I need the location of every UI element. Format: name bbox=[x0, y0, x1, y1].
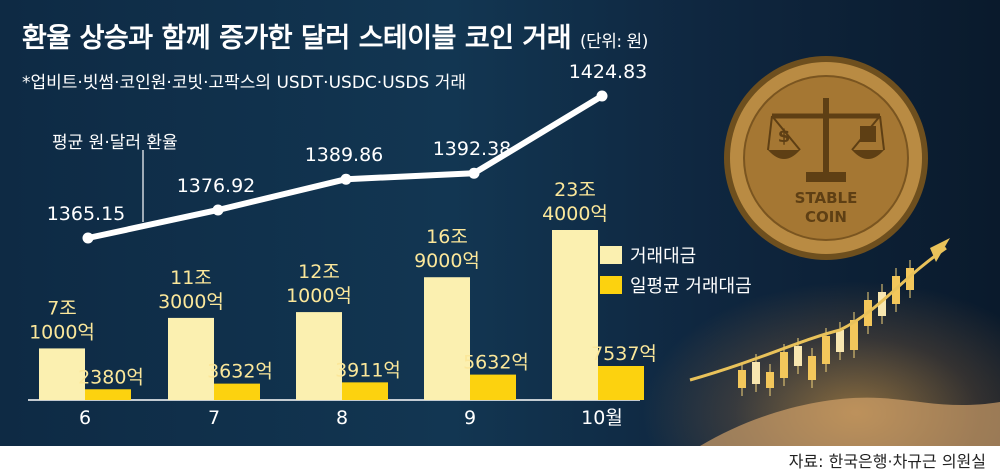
line-point-label: 1392.38 bbox=[433, 138, 512, 160]
line-point-label: 1424.83 bbox=[569, 61, 648, 83]
coin-text-line1: STABLE bbox=[795, 189, 858, 207]
chart-subtitle: *업비트·빗썸·코인원·코빗·고팍스의 USDT·USDC·USDS 거래 bbox=[22, 73, 466, 93]
source-note: 자료: 한국은행·차규근 의원실 bbox=[788, 452, 986, 471]
line-point bbox=[596, 90, 608, 102]
trend-arrowhead-icon bbox=[930, 238, 950, 262]
legend-item-total: 거래대금 bbox=[600, 242, 752, 268]
candle-body bbox=[780, 352, 788, 378]
x-tick-label: 10월 bbox=[581, 407, 623, 429]
bar-daily bbox=[214, 383, 260, 400]
candle-body bbox=[738, 370, 746, 388]
line-point bbox=[82, 232, 94, 244]
line-series bbox=[87, 93, 604, 241]
bar-daily bbox=[342, 382, 388, 400]
legend-swatch-daily bbox=[600, 276, 622, 294]
bar-daily bbox=[470, 374, 516, 400]
line-point bbox=[468, 167, 480, 179]
legend: 거래대금 일평균 거래대금 bbox=[600, 242, 752, 302]
bar-total-label: 4000억 bbox=[542, 203, 608, 225]
bar-total-label: 9000억 bbox=[414, 250, 480, 272]
x-tick-label: 8 bbox=[336, 407, 348, 429]
bar-total bbox=[168, 317, 214, 400]
bar-total-label: 1000억 bbox=[29, 321, 95, 343]
line-point-label: 1376.92 bbox=[177, 175, 256, 197]
bar-total-label: 16조 bbox=[426, 226, 468, 248]
bar-daily bbox=[85, 389, 131, 400]
bar-total-label: 3000억 bbox=[158, 291, 224, 313]
legend-label-total: 거래대금 bbox=[630, 246, 697, 267]
candle-body bbox=[850, 320, 858, 350]
x-tick-label: 6 bbox=[79, 407, 91, 429]
bar-daily-label: 3911억 bbox=[335, 359, 401, 381]
line-point bbox=[340, 173, 352, 185]
coin-text-line2: COIN bbox=[805, 208, 847, 226]
hand-image bbox=[700, 397, 1000, 446]
bar-total-label: 12조 bbox=[298, 261, 340, 283]
bar-total bbox=[296, 312, 342, 400]
stable-coin-icon: $ STABLE COIN bbox=[724, 56, 928, 260]
legend-item-daily: 일평균 거래대금 bbox=[600, 272, 752, 298]
legend-swatch-total bbox=[600, 246, 622, 264]
trend-arrow-icon bbox=[689, 246, 947, 382]
chart-unit: (단위: 원) bbox=[580, 32, 648, 52]
bar-total-label: 7조 bbox=[47, 297, 77, 319]
line-point-label: 1365.15 bbox=[47, 203, 126, 225]
chart-title-text: 환율 상승과 함께 증가한 달러 스테이블 코인 거래 bbox=[22, 23, 572, 54]
x-tick-label: 7 bbox=[208, 407, 220, 429]
bar-total-label: 23조 bbox=[554, 179, 596, 201]
svg-text:$: $ bbox=[778, 126, 791, 147]
candle-body bbox=[808, 356, 816, 380]
combo-chart: 7조1000억2380억611조3000억3632억712조1000억3911억… bbox=[29, 61, 657, 429]
bar-total-label: 1000억 bbox=[286, 285, 352, 307]
legend-label-daily: 일평균 거래대금 bbox=[630, 276, 752, 297]
decoration-layer: $ STABLE COIN bbox=[689, 56, 1000, 446]
bar-total-label: 11조 bbox=[170, 267, 212, 289]
chart-title: 환율 상승과 함께 증가한 달러 스테이블 코인 거래 (단위: 원) bbox=[22, 16, 648, 55]
bar-total bbox=[39, 348, 85, 400]
candle-body bbox=[822, 336, 830, 364]
line-point bbox=[212, 204, 224, 216]
line-series-label: 평균 원·달러 환율 bbox=[52, 133, 178, 153]
bar-daily-label: 2380억 bbox=[78, 366, 144, 388]
line-point-label: 1389.86 bbox=[305, 144, 384, 166]
candle-body bbox=[766, 372, 774, 388]
x-tick-label: 9 bbox=[464, 407, 476, 429]
candle-body bbox=[906, 268, 914, 290]
candle-body bbox=[794, 346, 802, 366]
bar-daily bbox=[598, 366, 644, 400]
bar-daily-label: 5632억 bbox=[463, 352, 529, 374]
candle-body bbox=[752, 362, 760, 384]
candle-body bbox=[878, 292, 886, 316]
bar-total bbox=[552, 230, 598, 400]
bar-daily-label: 3632억 bbox=[207, 361, 273, 383]
bar-daily-label: 7537억 bbox=[591, 343, 657, 365]
candle-body bbox=[836, 330, 844, 352]
bar-total bbox=[424, 277, 470, 400]
